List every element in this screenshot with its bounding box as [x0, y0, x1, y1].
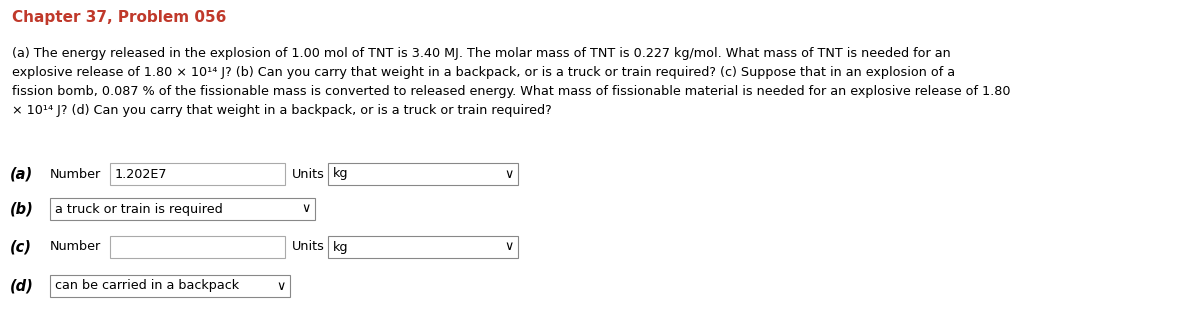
Text: Units: Units — [292, 240, 325, 254]
Text: (b): (b) — [10, 202, 34, 216]
Text: (a) The energy released in the explosion of 1.00 mol of TNT is 3.40 MJ. The mola: (a) The energy released in the explosion… — [12, 47, 950, 60]
Text: kg: kg — [334, 240, 348, 254]
Text: Chapter 37, Problem 056: Chapter 37, Problem 056 — [12, 10, 227, 25]
Bar — [328, 163, 518, 185]
Text: ∨: ∨ — [301, 203, 311, 215]
Bar — [50, 275, 290, 297]
Bar — [328, 236, 518, 258]
Text: Units: Units — [292, 168, 325, 180]
Bar — [110, 236, 286, 258]
Text: (c): (c) — [10, 239, 32, 255]
Text: 1.202E7: 1.202E7 — [115, 168, 168, 180]
Text: explosive release of 1.80 × 10¹⁴ J? (b) Can you carry that weight in a backpack,: explosive release of 1.80 × 10¹⁴ J? (b) … — [12, 66, 955, 79]
Text: ∨: ∨ — [276, 279, 286, 293]
Text: a truck or train is required: a truck or train is required — [55, 203, 223, 215]
Text: Number: Number — [50, 168, 101, 180]
Text: × 10¹⁴ J? (d) Can you carry that weight in a backpack, or is a truck or train re: × 10¹⁴ J? (d) Can you carry that weight … — [12, 104, 552, 117]
Text: (d): (d) — [10, 278, 34, 294]
Text: fission bomb, 0.087 % of the fissionable mass is converted to released energy. W: fission bomb, 0.087 % of the fissionable… — [12, 85, 1010, 98]
Text: ∨: ∨ — [504, 240, 514, 254]
Text: Number: Number — [50, 240, 101, 254]
Text: can be carried in a backpack: can be carried in a backpack — [55, 279, 239, 293]
Bar — [110, 163, 286, 185]
Text: (a): (a) — [10, 167, 34, 181]
Bar — [50, 198, 314, 220]
Text: ∨: ∨ — [504, 168, 514, 180]
Text: kg: kg — [334, 168, 348, 180]
